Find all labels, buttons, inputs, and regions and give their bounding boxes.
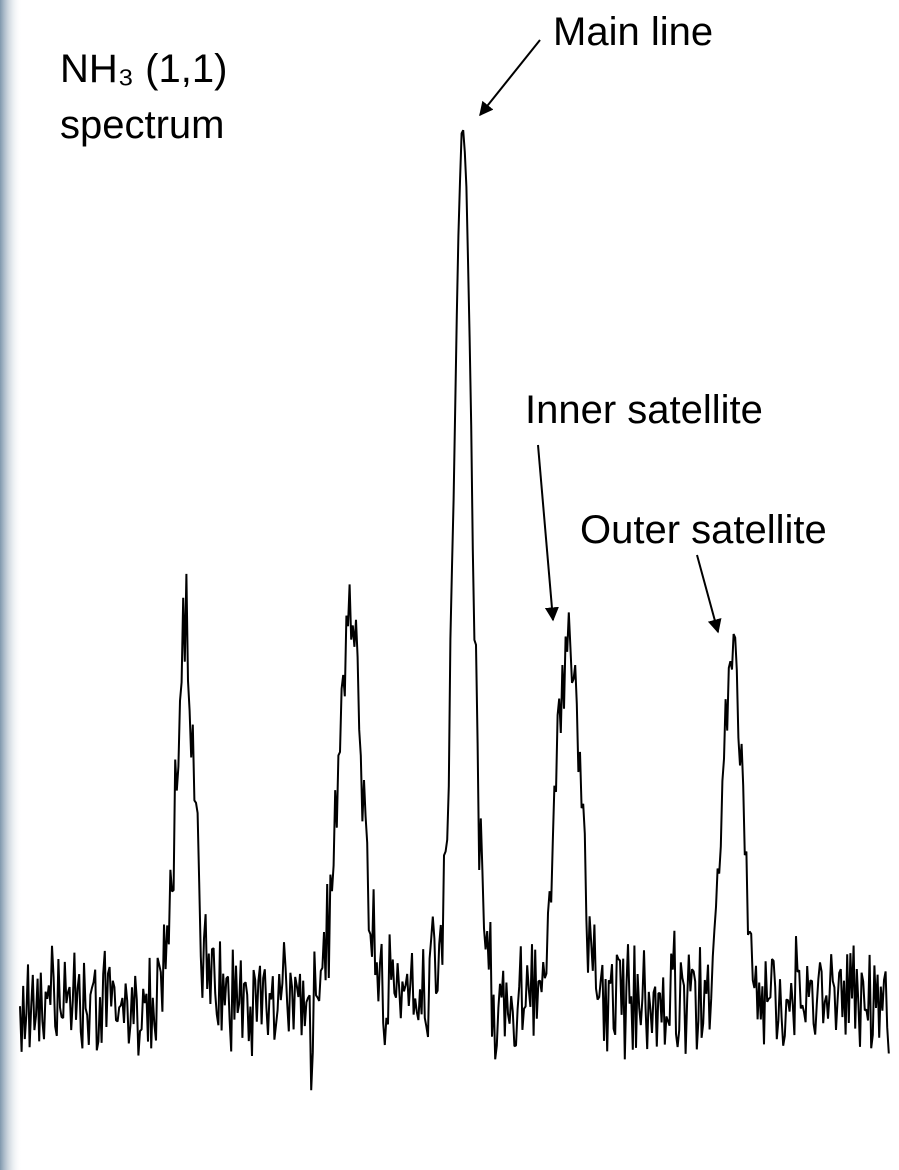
title-line-1: NH₃ (1,1) — [60, 47, 227, 91]
outer-satellite-label: Outer satellite — [580, 508, 827, 552]
spectrum-trace — [19, 129, 890, 1091]
title-line-2: spectrum — [60, 103, 225, 147]
inner-arrow — [537, 444, 559, 622]
outer-arrow — [696, 554, 722, 634]
inner-satellite-label: Inner satellite — [525, 388, 763, 432]
main-line-label: Main line — [553, 10, 713, 54]
edge-shade — [0, 0, 22, 1170]
main-arrow — [479, 39, 541, 117]
